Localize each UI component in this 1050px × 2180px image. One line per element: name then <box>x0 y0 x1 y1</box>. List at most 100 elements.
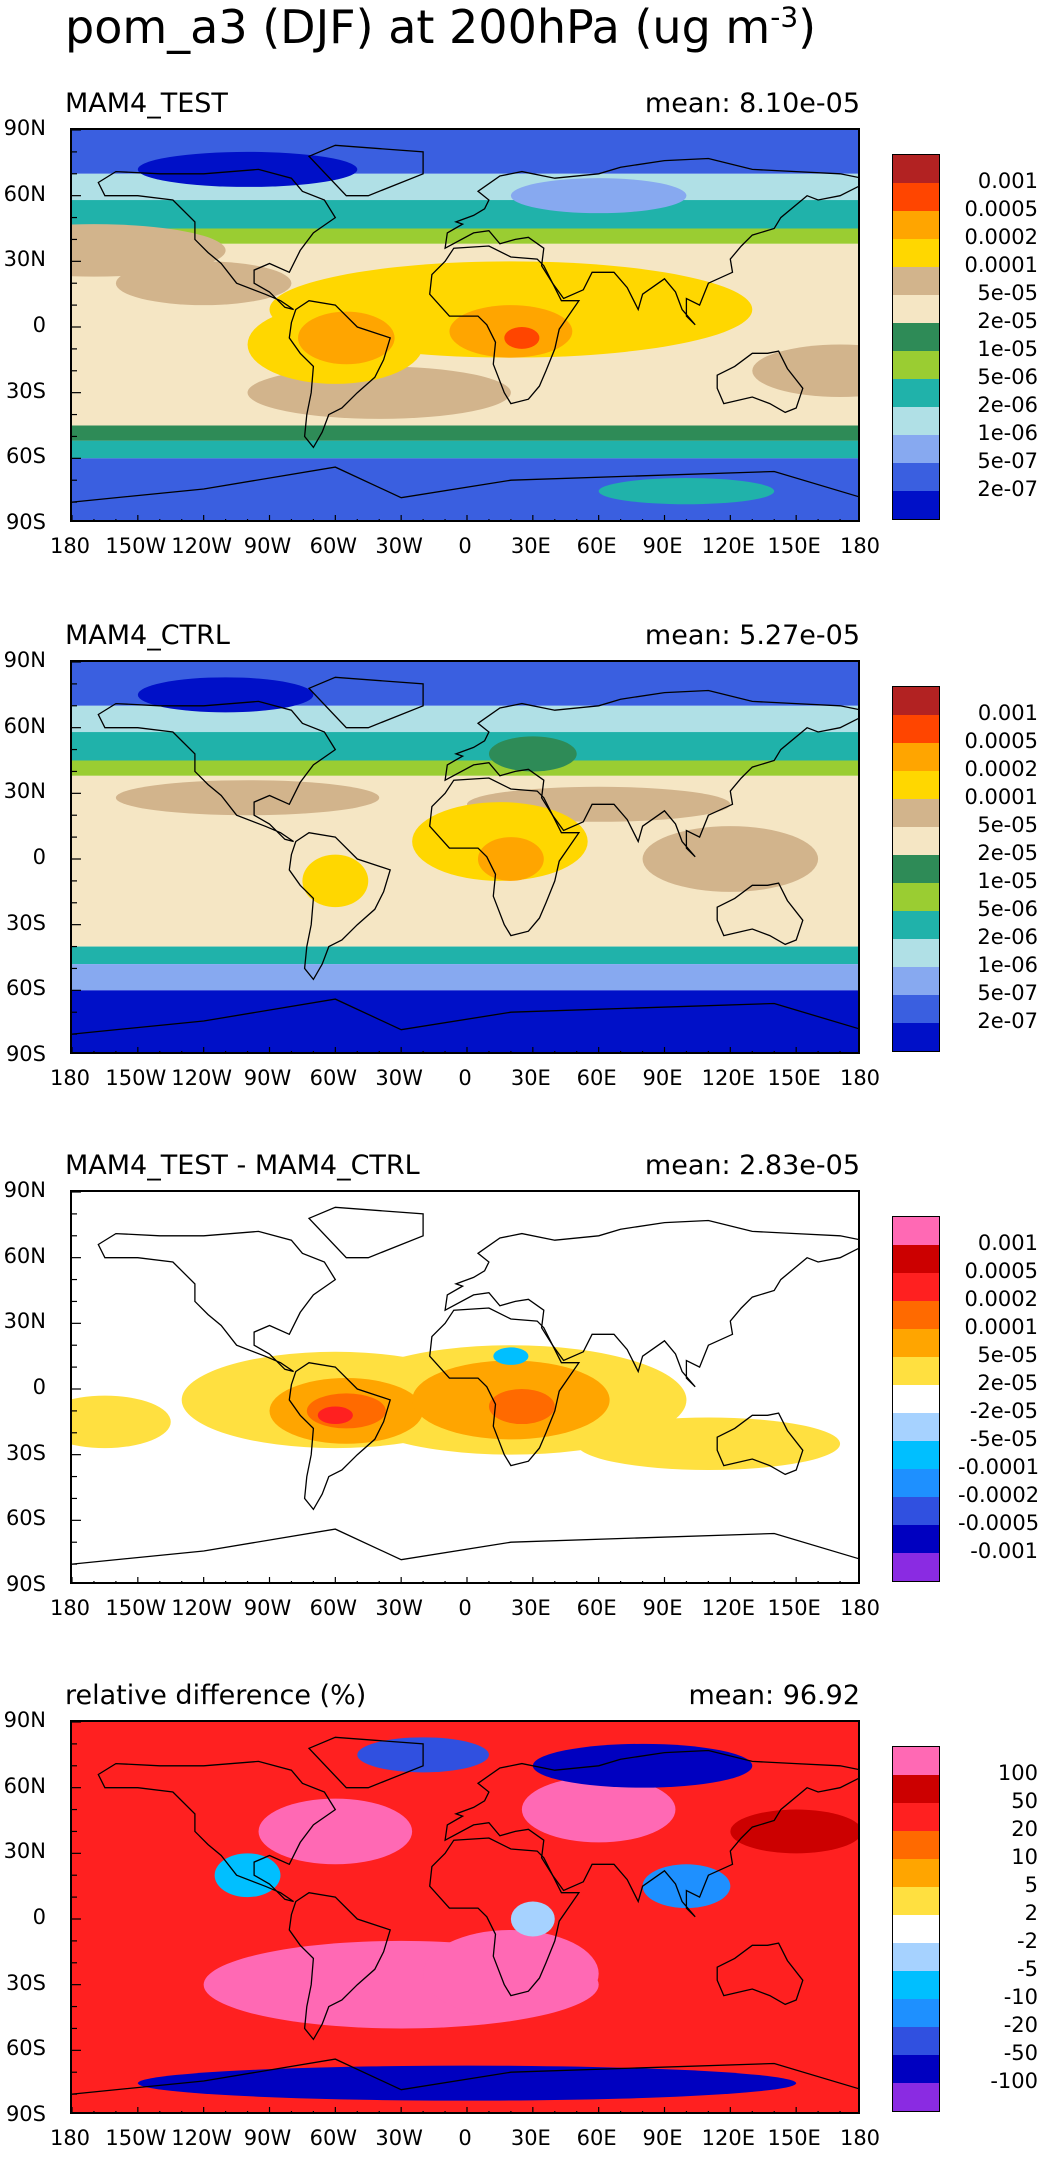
lon-tick-label: 30W <box>375 1596 423 1620</box>
lon-tick-label: 150W <box>105 1596 167 1620</box>
colorbar-label: 0.0005 <box>964 197 1038 221</box>
colorbar-label: 0.001 <box>977 169 1038 193</box>
colorbar-label: 100 <box>997 1761 1038 1785</box>
lon-tick-label: 90E <box>642 534 683 558</box>
lat-tick-label: 90S <box>5 1042 46 1066</box>
panel-title: MAM4_TEST - MAM4_CTRL <box>65 1150 420 1181</box>
lon-tick-label: 180 <box>49 534 91 558</box>
coastline-3 <box>444 157 858 326</box>
coastline-3 <box>444 689 858 858</box>
coastline-2 <box>429 1837 581 1997</box>
colorbar-swatch <box>893 939 939 967</box>
coastline-2 <box>429 777 581 937</box>
lat-tick-label: 90S <box>5 1572 46 1596</box>
map-panel-4: relative difference (%) mean: 96.92 90N 60N… <box>0 1680 1050 2180</box>
coastline-5 <box>307 1736 424 1789</box>
colorbar-swatch <box>893 2055 939 2083</box>
lon-tick-label: 120E <box>701 1596 756 1620</box>
colorbar-swatch <box>893 1357 939 1385</box>
panel-title: MAM4_TEST <box>65 88 228 119</box>
colorbar-swatch <box>893 155 939 183</box>
lat-tick-label: 60S <box>5 444 46 469</box>
field-blob-pacific-s <box>752 344 858 398</box>
lon-tick-label: 180 <box>839 534 881 558</box>
map-plot <box>70 1720 860 2114</box>
colorbar-swatch <box>893 799 939 827</box>
colorbar-label: 5e-06 <box>977 365 1038 389</box>
coastline-1 <box>288 300 392 449</box>
lat-tick-label: 0 <box>32 845 46 869</box>
field-blob-sahara-blue <box>493 1347 529 1365</box>
map-plot <box>70 128 860 522</box>
colorbar-swatch <box>893 1971 939 1999</box>
field-background <box>72 1722 858 2112</box>
colorbar-swatch <box>893 1747 939 1775</box>
lon-tick-label: 60E <box>576 1066 617 1090</box>
lon-tick-label: 60W <box>309 2126 358 2150</box>
colorbar-label: 5e-06 <box>977 897 1038 921</box>
colorbar-label: -20 <box>1003 2013 1038 2037</box>
colorbar-swatch <box>893 295 939 323</box>
colorbar-swatch <box>893 1385 939 1413</box>
field-blob-na <box>115 780 380 816</box>
panel-mean: mean: 2.83e-05 <box>644 1150 860 1181</box>
colorbar-swatch <box>893 911 939 939</box>
colorbar-swatch <box>893 1553 939 1581</box>
panel-mean: mean: 96.92 <box>688 1680 860 1711</box>
lon-tick-label: 90E <box>642 1066 683 1090</box>
lat-tick-label: 90N <box>3 116 46 140</box>
colorbar-swatch <box>893 1469 939 1497</box>
coastline-5 <box>307 1206 424 1259</box>
coastline-2 <box>429 1307 581 1467</box>
coastline-4 <box>716 1412 804 1476</box>
colorbar-label: 2e-06 <box>977 925 1038 949</box>
colorbar-label: 0.0005 <box>964 1259 1038 1283</box>
lon-tick-label: 0 <box>458 1596 472 1620</box>
colorbar-label: 50 <box>1011 1789 1038 1813</box>
colorbar-swatch <box>893 463 939 491</box>
coastline-3 <box>444 1749 858 1918</box>
colorbar-label: -5 <box>1017 1957 1038 1981</box>
panel-mean: mean: 8.10e-05 <box>644 88 860 119</box>
field-blob-asia-pink <box>521 1776 676 1843</box>
field-band-southern-ocean <box>72 964 858 991</box>
lat-tick-label: 60S <box>5 976 46 1001</box>
lon-tick-label: 150W <box>105 1066 167 1090</box>
colorbar-swatch <box>893 379 939 407</box>
panel-title: relative difference (%) <box>65 1680 367 1711</box>
lon-tick-label: 90W <box>243 1066 292 1090</box>
field-blob-africa-light <box>510 1901 555 1937</box>
lon-tick-label: 120W <box>171 534 233 558</box>
lon-tick-label: 30E <box>510 534 551 558</box>
lon-tick-label: 120W <box>171 2126 233 2150</box>
colorbar-swatch <box>893 1943 939 1971</box>
lon-tick-label: 180 <box>49 2126 91 2150</box>
lat-tick-label: 30S <box>5 378 46 403</box>
panel-mean: mean: 5.27e-05 <box>644 620 860 651</box>
field-blob-canada <box>137 151 358 187</box>
coastline-5 <box>307 144 424 197</box>
colorbar-label: -10 <box>1003 1985 1038 2009</box>
lon-tick-label: 90W <box>243 534 292 558</box>
colorbar-swatch <box>893 1999 939 2027</box>
coastline-6 <box>72 998 858 1035</box>
lon-tick-label: 150E <box>767 1066 821 1090</box>
colorbar-label: 1e-05 <box>977 869 1038 893</box>
colorbar-label: 0.0005 <box>964 729 1038 753</box>
lat-tick-label: 30N <box>3 1309 46 1334</box>
colorbar-label: 0.001 <box>977 701 1038 725</box>
lon-tick-label: 120E <box>701 2126 756 2150</box>
colorbar-swatch <box>893 1887 939 1915</box>
colorbar-swatch <box>893 1023 939 1051</box>
colorbar-swatch <box>893 1525 939 1553</box>
colorbar-swatch <box>893 183 939 211</box>
lon-tick-label: 120E <box>701 534 756 558</box>
lat-tick-label: 60N <box>3 181 46 206</box>
colorbar-swatch <box>893 211 939 239</box>
lon-tick-label: 150E <box>767 2126 821 2150</box>
lon-tick-label: 30E <box>510 1066 551 1090</box>
colorbar-swatch <box>893 267 939 295</box>
field-blob-pacific-red <box>730 1809 858 1854</box>
colorbar-swatch <box>893 1245 939 1273</box>
colorbar-label: 10 <box>1011 1845 1038 1869</box>
